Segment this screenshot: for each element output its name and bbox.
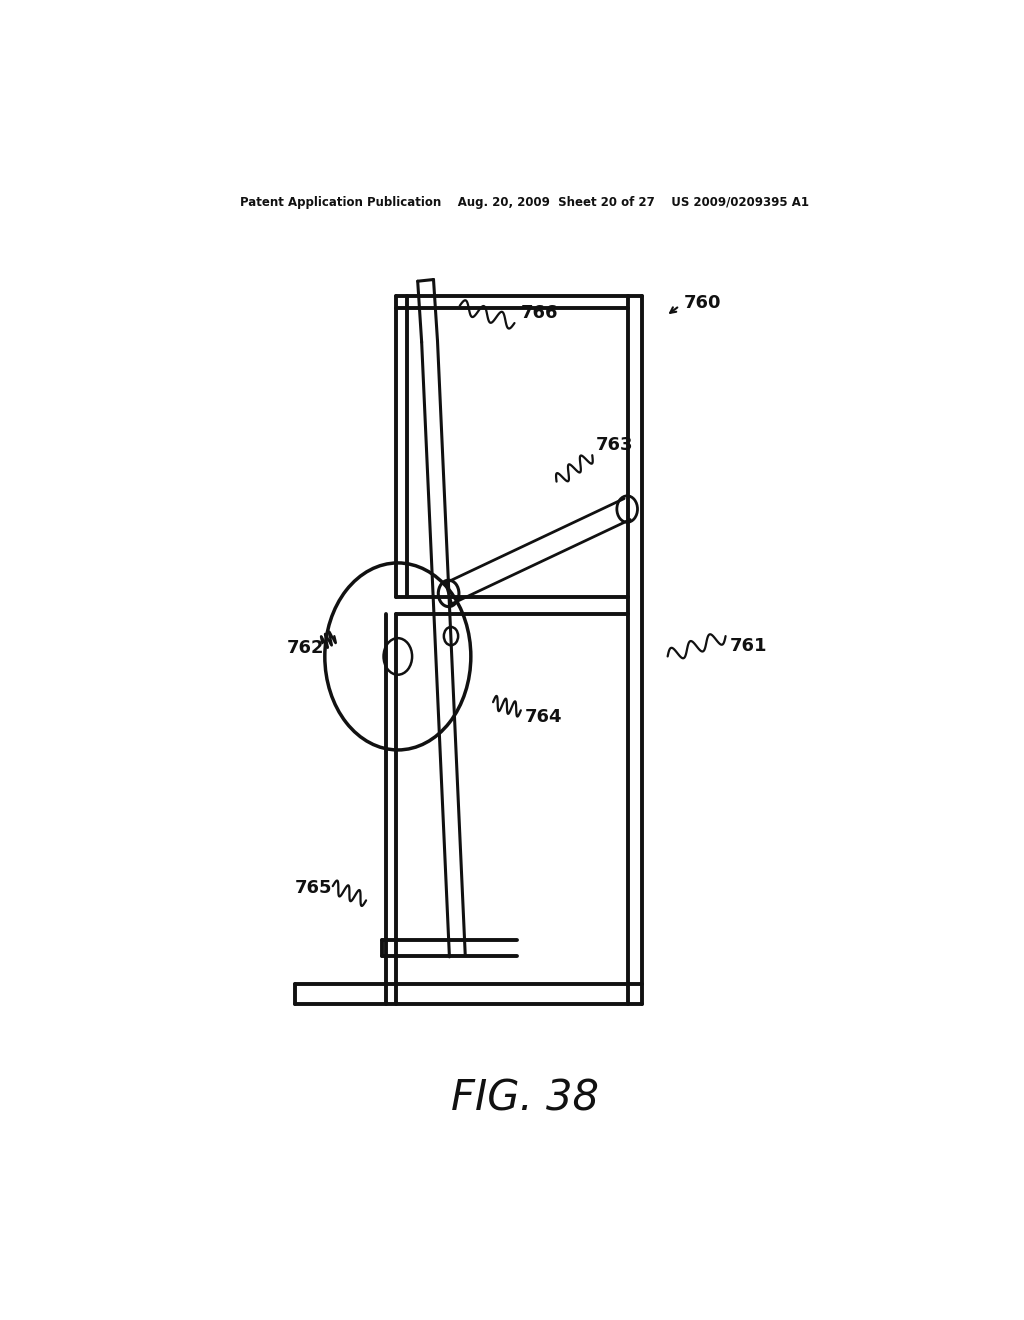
- Text: 763: 763: [596, 436, 634, 454]
- Text: 764: 764: [524, 709, 562, 726]
- Text: 762: 762: [287, 639, 325, 657]
- Text: 761: 761: [729, 638, 767, 655]
- Text: 765: 765: [295, 879, 332, 898]
- Text: 760: 760: [684, 294, 721, 312]
- Text: 766: 766: [521, 304, 558, 322]
- Text: Patent Application Publication    Aug. 20, 2009  Sheet 20 of 27    US 2009/02093: Patent Application Publication Aug. 20, …: [241, 195, 809, 209]
- Text: FIG. 38: FIG. 38: [451, 1077, 599, 1119]
